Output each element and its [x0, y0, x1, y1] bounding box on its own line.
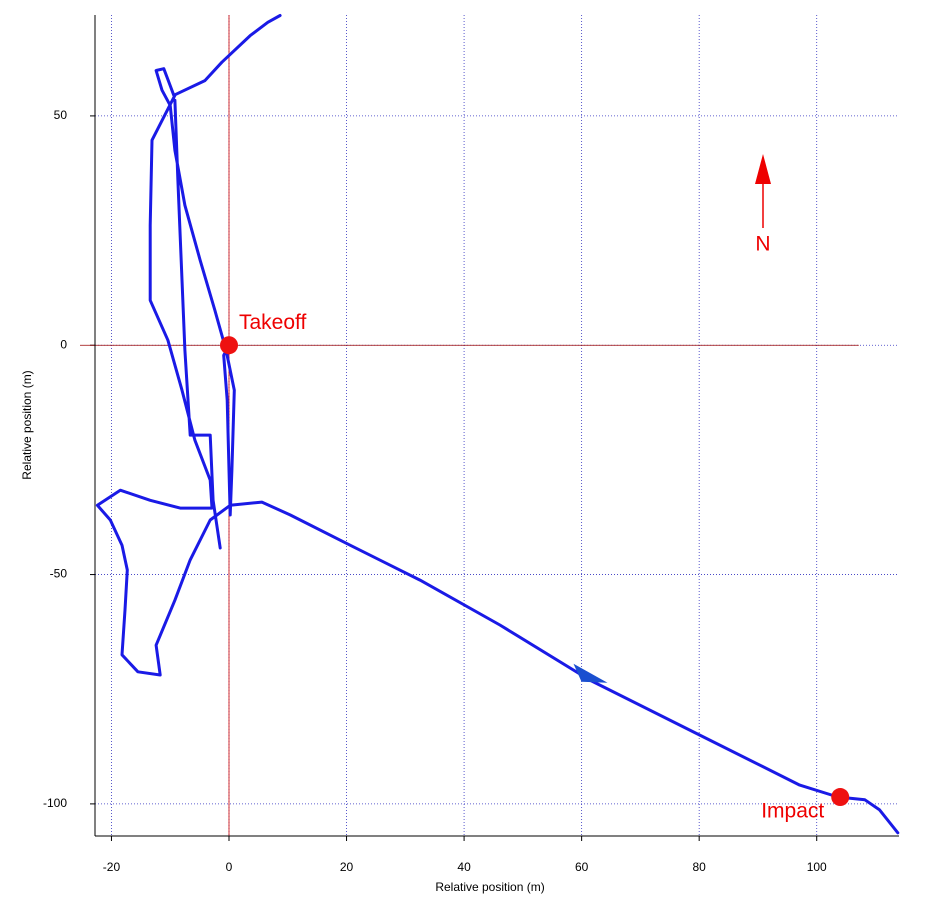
y-tick-label: -50	[50, 567, 68, 581]
x-tick-label: 40	[457, 860, 471, 874]
x-axis-title: Relative position (m)	[435, 880, 544, 894]
event-point	[220, 336, 238, 355]
x-tick-label: -20	[103, 860, 121, 874]
x-tick-label: 20	[340, 860, 354, 874]
x-tick-label: 0	[226, 860, 233, 874]
north-arrow-head	[755, 154, 771, 184]
event-label: Takeoff	[239, 311, 306, 334]
y-tick-label: -100	[43, 796, 67, 810]
y-tick-label: 50	[54, 108, 68, 122]
y-axis-title: Relative position (m)	[20, 370, 34, 479]
trajectory	[95, 14, 900, 835]
x-tick-label: 80	[692, 860, 706, 874]
event-point	[831, 788, 850, 807]
direction-arrow	[573, 663, 608, 683]
event-label: Impact	[761, 800, 824, 823]
north-label: N	[755, 233, 770, 256]
y-tick-label: 0	[60, 337, 67, 351]
x-tick-label: 60	[575, 860, 589, 874]
x-tick-label: 100	[807, 860, 827, 874]
